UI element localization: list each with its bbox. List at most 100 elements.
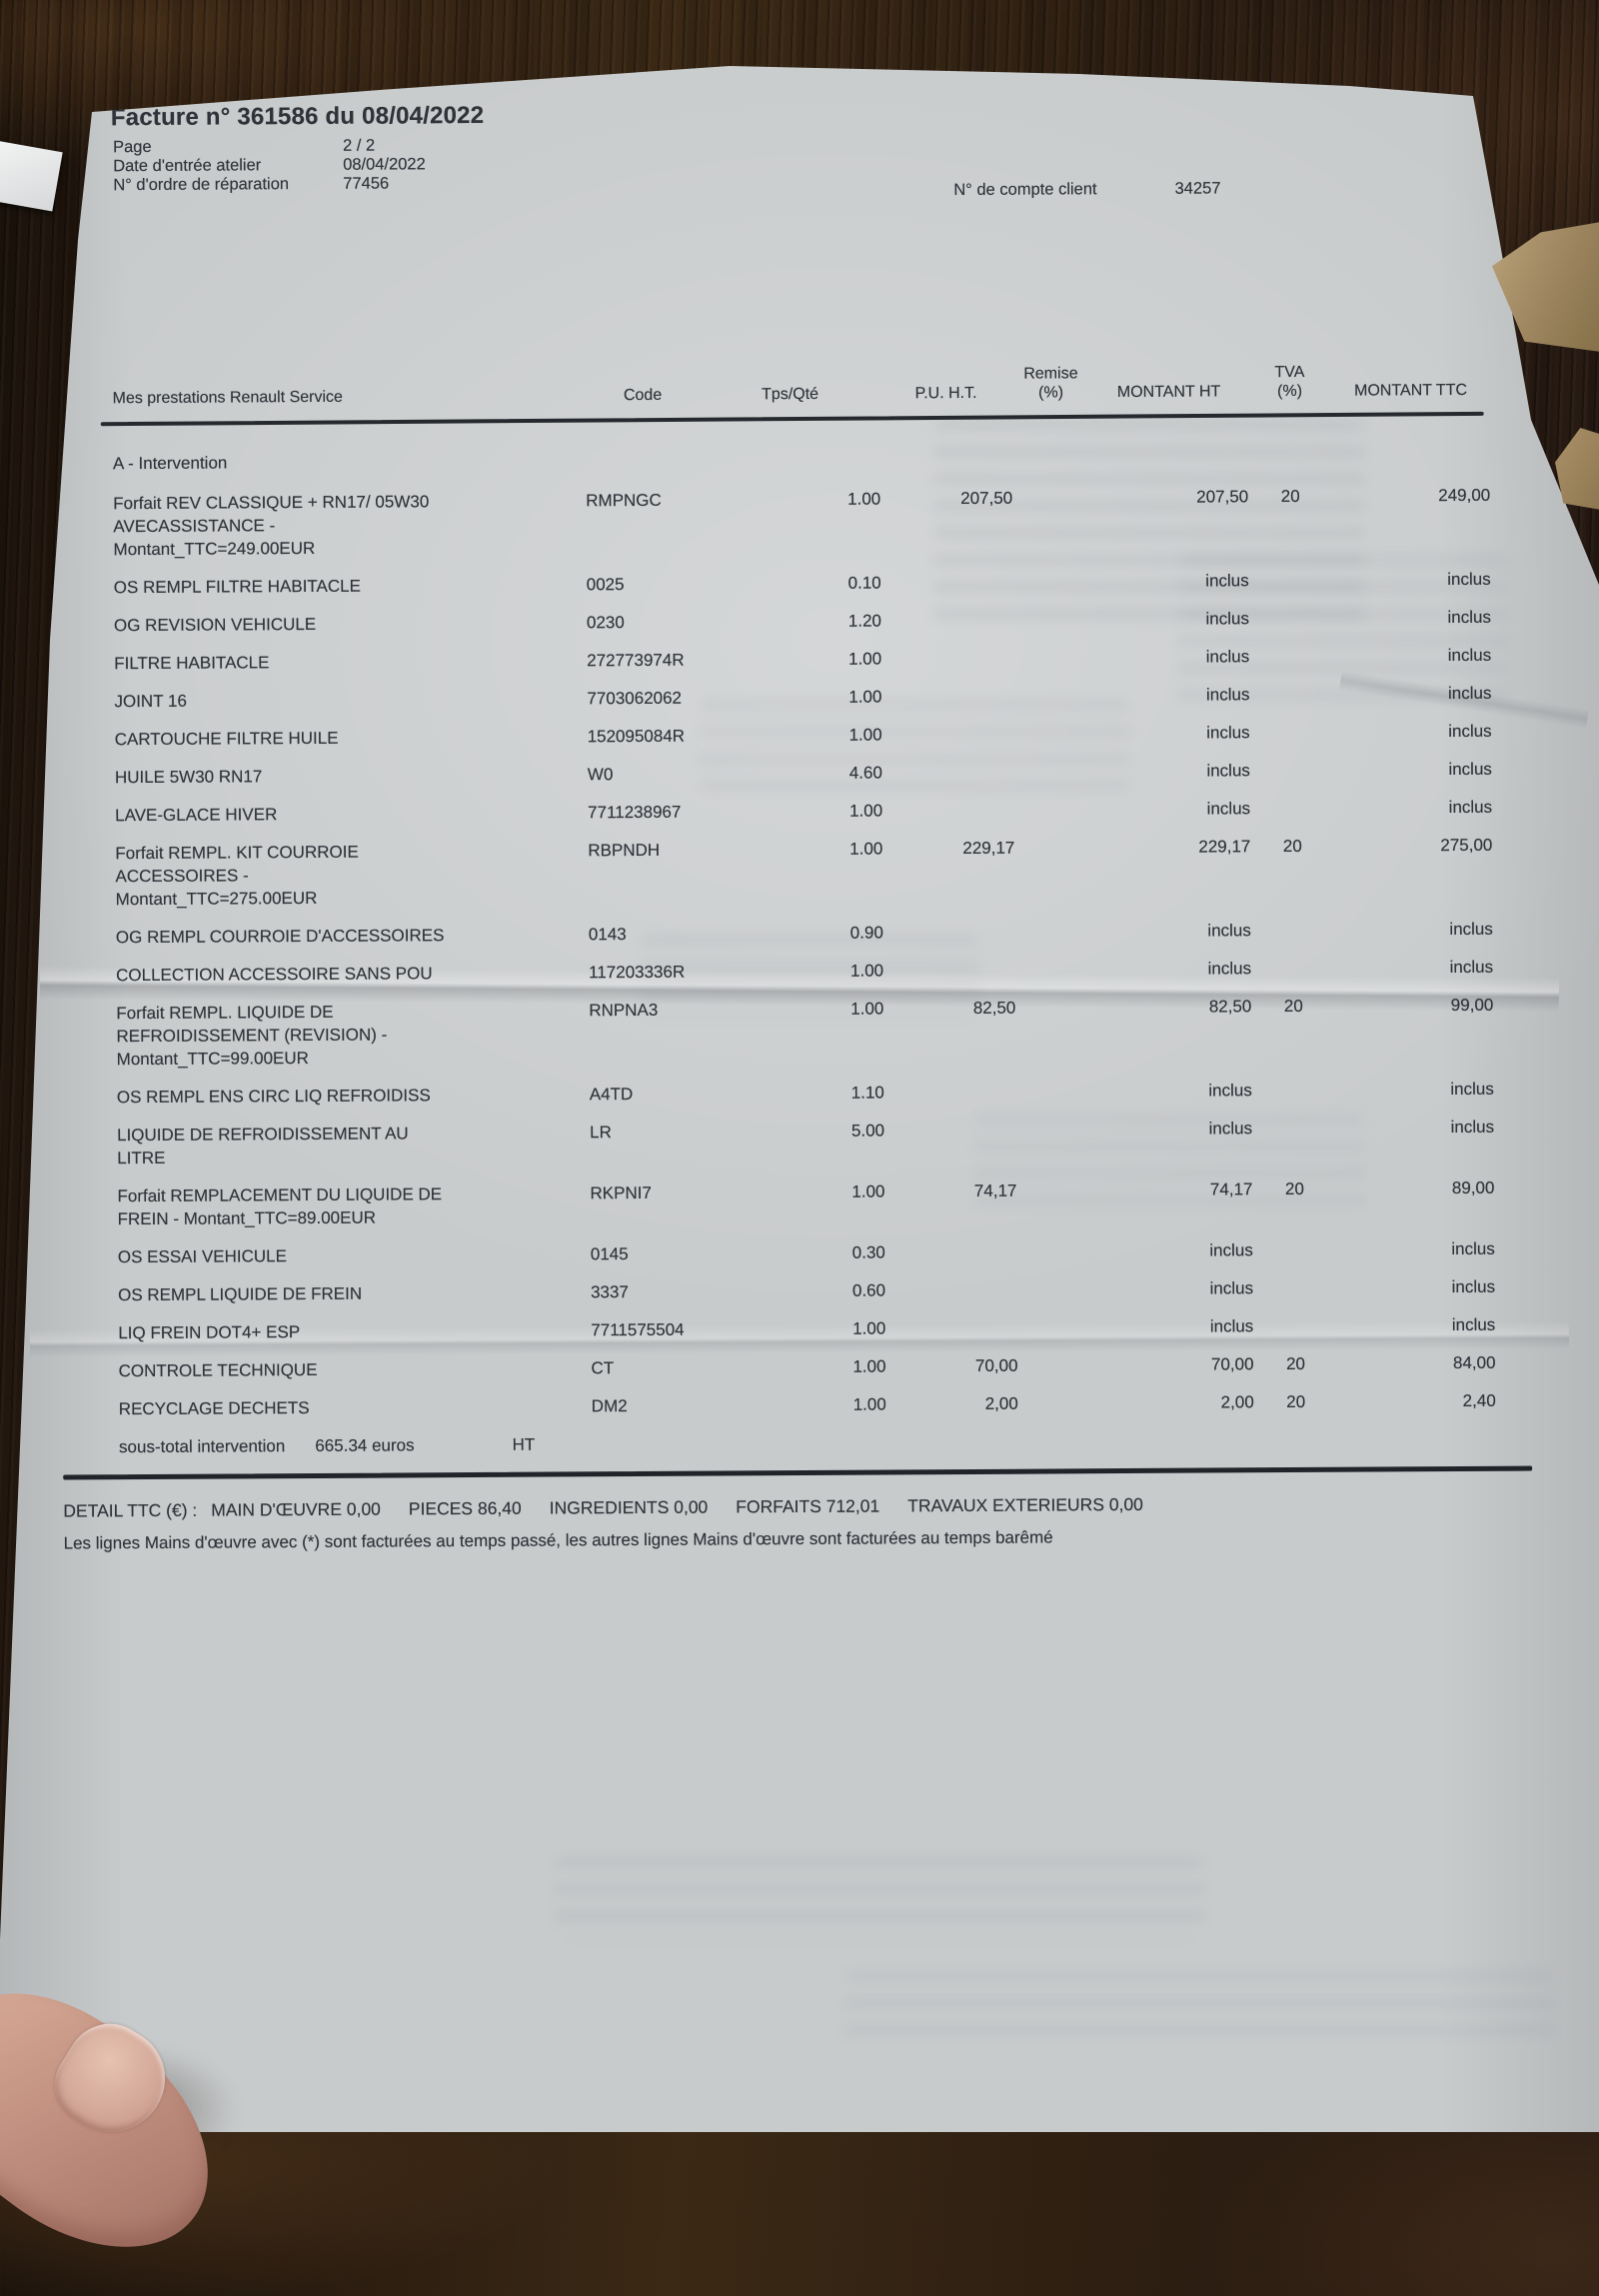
invoice-title: Facture n° 361586 du 08/04/2022 xyxy=(110,101,485,132)
cell-designation: Forfait REMPLACEMENT DU LIQUIDE DE FREIN… xyxy=(117,1184,447,1229)
cell-remise xyxy=(1013,570,1091,593)
cell-qty: 1.00 xyxy=(852,1356,886,1376)
cell-montant_ht: inclus xyxy=(1208,1119,1253,1139)
cell-code: 0230 xyxy=(586,613,625,633)
cell-montant_ht: inclus xyxy=(1207,921,1251,941)
account-label: N° de compte client xyxy=(953,180,1097,200)
cell-qty: 1.20 xyxy=(847,611,882,631)
table-row: Forfait REMPL. LIQUIDE DE REFROIDISSEMEN… xyxy=(116,994,1493,1071)
table-header: Mes prestations Renault Service Code Tps… xyxy=(112,346,1489,408)
cell-tva xyxy=(1250,797,1334,821)
table-row: LIQ FREIN DOT4+ ESP 7711575504 1.00 inclus i… xyxy=(118,1313,1495,1344)
cell-code: 7711575504 xyxy=(591,1319,685,1340)
table-row: FILTRE HABITACLE 272773974R 1.00 inclus incl… xyxy=(114,644,1491,675)
meta-row: Date d'entrée atelier 08/04/2022 xyxy=(113,155,426,176)
col-header-qty: Tps/Qté xyxy=(762,385,819,404)
cell-tva xyxy=(1249,607,1333,631)
cell-qty: 1.00 xyxy=(850,999,884,1019)
cell-montant_ttc: inclus xyxy=(1449,957,1494,978)
cell-qty: 0.10 xyxy=(847,573,881,593)
cell-qty: 1.00 xyxy=(848,649,882,669)
cell-montant_ttc: inclus xyxy=(1450,1079,1494,1100)
cell-code: RKPNI7 xyxy=(590,1182,652,1203)
cell-tva xyxy=(1250,759,1334,783)
cell-code: 0145 xyxy=(590,1244,629,1264)
cell-code: 152095084R xyxy=(587,726,686,747)
cell-tva: 20 xyxy=(1282,836,1302,857)
detail-item: MAIN D'ŒUVRE 0,00 xyxy=(211,1498,381,1520)
col-header-designation: Mes prestations Renault Service xyxy=(112,388,343,408)
cell-montant_ttc: inclus xyxy=(1449,919,1493,940)
section-title: A - Intervention xyxy=(112,453,228,474)
table-row: LIQUIDE DE REFROIDISSEMENT AU LITRE LR 5.0… xyxy=(117,1116,1494,1169)
cell-montant_ttc: inclus xyxy=(1451,1314,1496,1335)
cell-code: 7703062062 xyxy=(587,688,683,709)
cell-montant_ttc: 249,00 xyxy=(1438,485,1491,506)
cell-pu xyxy=(883,921,1015,945)
table-row: CONTROLE TECHNIQUE CT 1.00 70,00 70,00 20 84,0… xyxy=(118,1351,1495,1382)
page-value: 2 / 2 xyxy=(342,136,376,155)
cell-pu xyxy=(884,1119,1016,1165)
cell-tva xyxy=(1249,569,1333,593)
cell-designation: CONTROLE TECHNIQUE xyxy=(118,1359,318,1381)
cell-remise xyxy=(1015,996,1093,1065)
cell-montant_ht: inclus xyxy=(1205,685,1250,705)
cell-designation: JOINT 16 xyxy=(114,691,187,712)
cell-montant_ttc: inclus xyxy=(1448,759,1492,780)
cell-pu xyxy=(881,609,1013,633)
cell-designation: LIQUIDE DE REFROIDISSEMENT AU LITRE xyxy=(117,1124,414,1168)
header-rule xyxy=(100,411,1484,427)
cell-remise xyxy=(1017,1239,1095,1262)
cell-remise xyxy=(1017,1277,1095,1300)
cell-remise xyxy=(1013,646,1091,669)
cell-designation: OG REVISION VEHICULE xyxy=(113,614,317,636)
cell-designation: RECYCLAGE DECHETS xyxy=(118,1398,310,1419)
detail-item: TRAVAUX EXTERIEURS 0,00 xyxy=(907,1493,1143,1516)
cell-montant_ht: 74,17 xyxy=(1209,1179,1253,1199)
cell-remise xyxy=(1016,1118,1094,1163)
cell-code: 7711238967 xyxy=(588,802,682,823)
cell-tva: 20 xyxy=(1280,486,1300,507)
cell-montant_ht: 82,50 xyxy=(1208,997,1252,1017)
cell-remise xyxy=(1017,1315,1095,1338)
detail-prefix: DETAIL TTC (€) : xyxy=(63,1499,198,1521)
cell-montant_ttc: inclus xyxy=(1450,1117,1495,1138)
cell-code: DM2 xyxy=(591,1396,628,1416)
table-row: Forfait REV CLASSIQUE + RN17/ 05W30 AVEC… xyxy=(113,484,1490,561)
cell-code: LR xyxy=(590,1123,612,1143)
table-body: A - Intervention Forfait REV CLASSIQUE +… xyxy=(63,444,1533,1554)
cell-pu xyxy=(885,1316,1017,1340)
cell-designation: OS REMPL LIQUIDE DE FREIN xyxy=(118,1283,363,1305)
cell-montant_ht: inclus xyxy=(1206,761,1250,781)
col-header-remise-bottom: (%) xyxy=(1038,384,1064,402)
col-header-remise-top: Remise xyxy=(1023,365,1078,383)
paper-scrap xyxy=(0,140,63,212)
cell-montant_ht: inclus xyxy=(1207,959,1252,979)
cell-montant_ttc: inclus xyxy=(1447,645,1492,666)
cell-montant_ttc: 275,00 xyxy=(1440,835,1493,856)
detail-ttc-line: DETAIL TTC (€) : MAIN D'ŒUVRE 0,00 PIECES … xyxy=(63,1491,1522,1523)
cell-remise xyxy=(1014,760,1092,783)
cell-pu: 229,17 xyxy=(962,838,1015,859)
cell-tva xyxy=(1252,1079,1336,1103)
cell-code: 272773974R xyxy=(587,650,685,671)
cell-pu xyxy=(882,799,1014,823)
total-rule xyxy=(63,1465,1533,1480)
cell-remise xyxy=(1014,836,1092,905)
table-row: LAVE-GLACE HIVER 7711238967 1.00 inclus incl… xyxy=(115,796,1492,827)
meta-label: N° d'ordre de réparation xyxy=(113,175,290,195)
cell-code: A4TD xyxy=(589,1085,634,1105)
cell-qty: 1.10 xyxy=(850,1083,884,1103)
cell-qty: 1.00 xyxy=(852,1318,886,1338)
cell-montant_ht: inclus xyxy=(1206,799,1251,819)
cell-remise xyxy=(1013,684,1091,707)
col-header-montant-ttc: MONTANT TTC xyxy=(1354,381,1468,400)
cell-tva: 20 xyxy=(1283,996,1303,1017)
cell-pu xyxy=(883,959,1015,983)
cell-pu: 207,50 xyxy=(960,488,1013,509)
table-row: HUILE 5W30 RN17 W0 4.60 inclus inclus xyxy=(115,758,1492,789)
cell-montant_ht: 229,17 xyxy=(1198,837,1251,857)
cell-montant_ht: inclus xyxy=(1205,609,1250,629)
invoice-paper: Facture n° 361586 du 08/04/2022 Page 2 /… xyxy=(0,66,1599,2132)
cell-montant_ttc: 2,40 xyxy=(1462,1390,1496,1410)
